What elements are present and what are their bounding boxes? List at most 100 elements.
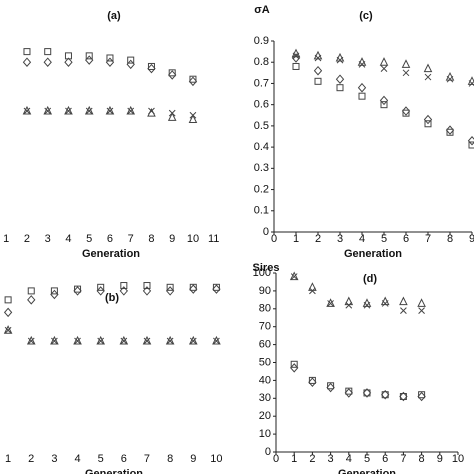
marker-triangle (291, 48, 301, 58)
marker-triangle (399, 296, 408, 306)
marker-diamond (401, 106, 411, 116)
y-tick-label: 60 (259, 339, 271, 351)
marker-square (345, 387, 353, 395)
marker-cross (51, 337, 58, 345)
marker-diamond (126, 59, 135, 70)
marker-triangle (357, 57, 367, 66)
marker-square (212, 283, 220, 291)
x-tick-label: 2 (315, 233, 321, 245)
y-tick-label: 50 (259, 356, 271, 368)
marker-diamond (362, 388, 372, 398)
marker-triangle (119, 335, 129, 345)
marker-cross (309, 287, 316, 295)
marker-cross (27, 337, 35, 345)
marker-cross (44, 107, 52, 115)
marker-triangle (335, 52, 345, 62)
x-axis-label: Generation (338, 468, 396, 474)
x-tick-label: 9 (190, 453, 196, 465)
marker-cross (424, 73, 432, 81)
x-tick-label: 5 (98, 453, 104, 465)
marker-square (97, 283, 105, 291)
marker-triangle (142, 335, 152, 345)
marker-cross (290, 273, 298, 280)
marker-triangle (84, 105, 94, 115)
y-tick-label: 80 (259, 303, 271, 315)
marker-triangle (212, 335, 221, 345)
marker-diamond (22, 57, 32, 67)
y-tick-label: 0 (265, 446, 271, 458)
marker-square (468, 141, 474, 149)
marker-triangle (50, 335, 59, 345)
marker-diamond (50, 289, 59, 300)
x-tick-label: 9 (437, 453, 443, 465)
marker-triangle (188, 114, 198, 124)
marker-cross (380, 65, 388, 72)
marker-diamond (308, 377, 317, 387)
marker-triangle (167, 112, 177, 121)
marker-square (314, 77, 322, 85)
x-tick-label: 7 (128, 233, 134, 245)
x-axis-label: Generation (85, 468, 143, 474)
x-tick-label: 4 (65, 233, 71, 245)
marker-triangle (326, 298, 335, 307)
marker-diamond (326, 382, 335, 393)
marker-square (27, 287, 35, 295)
marker-diamond (168, 70, 177, 80)
x-tick-label: 6 (403, 233, 409, 245)
marker-cross (85, 107, 93, 115)
marker-diamond (379, 95, 389, 106)
marker-square (23, 48, 31, 56)
x-tick-label: 10 (187, 233, 199, 245)
x-tick-label: 1 (3, 233, 9, 245)
x-tick-label: 2 (24, 233, 30, 245)
marker-diamond (189, 284, 198, 294)
marker-cross (345, 301, 353, 309)
marker-square (424, 120, 432, 128)
y-tick-label: 0.2 (254, 183, 269, 195)
marker-square (189, 283, 197, 291)
marker-triangle (188, 335, 198, 345)
marker-square (147, 62, 155, 70)
marker-square (143, 282, 151, 290)
x-tick-label: 10 (452, 453, 464, 465)
marker-square (168, 69, 176, 77)
x-tick-label: 9 (169, 233, 175, 245)
marker-triangle (73, 335, 82, 345)
x-tick-label: 4 (359, 233, 365, 245)
marker-cross (402, 69, 410, 77)
x-tick-label: 3 (51, 453, 57, 465)
marker-triangle (105, 105, 115, 115)
marker-diamond (357, 82, 367, 93)
y-tick-label: 0.3 (254, 162, 269, 174)
marker-triangle (308, 282, 317, 291)
marker-triangle (96, 335, 105, 345)
marker-cross (127, 107, 135, 115)
y-tick-label: 0.1 (254, 205, 269, 217)
x-tick-label: 3 (337, 233, 343, 245)
x-axis-label: Generation (82, 248, 140, 260)
y-tick-label: 70 (259, 321, 271, 333)
marker-square (336, 84, 344, 92)
y-tick-label: 0.8 (254, 56, 269, 68)
marker-square (380, 101, 388, 109)
y-tick-label: 0.7 (254, 77, 269, 89)
marker-triangle (165, 335, 175, 345)
marker-triangle (289, 271, 299, 281)
marker-cross (120, 337, 128, 345)
x-tick-label: 8 (167, 453, 173, 465)
marker-cross (327, 300, 334, 307)
marker-square (127, 56, 135, 64)
marker-diamond (27, 295, 36, 305)
y-tick-label: 30 (259, 392, 271, 404)
x-tick-label: 8 (419, 453, 425, 465)
marker-triangle (147, 108, 156, 117)
marker-square (4, 296, 12, 304)
marker-cross (74, 337, 81, 345)
x-tick-label: 3 (328, 453, 334, 465)
marker-diamond (73, 286, 82, 296)
x-tick-label: 8 (148, 233, 154, 245)
marker-diamond (445, 125, 455, 135)
panel-title: (c) (359, 10, 373, 22)
marker-square (50, 287, 58, 295)
marker-square (166, 283, 174, 291)
